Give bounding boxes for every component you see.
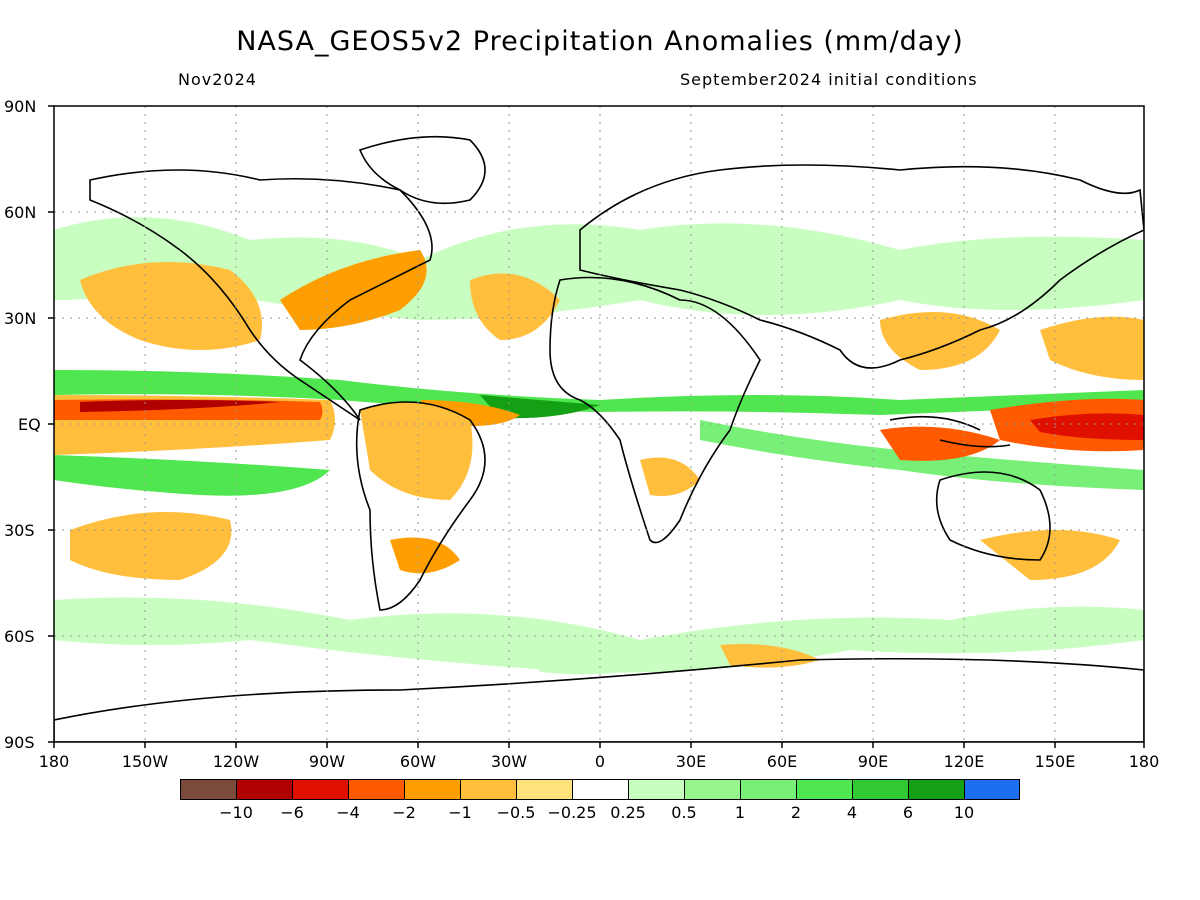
lon-label-120e: 120E (943, 752, 985, 771)
lat-label-60n: 60N (4, 203, 37, 222)
colorbar-label: −6 (280, 803, 304, 822)
lat-label-90n: 90N (4, 97, 37, 116)
lon-label-60e: 60E (766, 752, 798, 771)
grid-lines (54, 106, 1144, 742)
colorbar-swatch-14 (964, 779, 1020, 800)
lat-label-60s: 60S (4, 627, 35, 646)
lat-label-90s: 90S (4, 733, 35, 752)
lon-label-30w: 30W (490, 752, 528, 771)
lon-label-120w: 120W (212, 752, 260, 771)
colorbar-label: 4 (846, 803, 858, 822)
colorbar-swatch-2 (292, 779, 349, 800)
colorbar-swatch-4 (404, 779, 461, 800)
colorbar-label: −4 (336, 803, 360, 822)
lon-label-150w: 150W (121, 752, 169, 771)
colorbar-swatch-6 (516, 779, 573, 800)
colorbar-label: −2 (392, 803, 416, 822)
coastlines (54, 135, 1144, 742)
colorbar-swatch-5 (460, 779, 517, 800)
colorbar-swatch-8 (628, 779, 685, 800)
colorbar-swatch-0 (180, 779, 237, 800)
colorbar-swatch-13 (908, 779, 965, 800)
tick-marks (48, 105, 1145, 748)
colorbar-label: −0.5 (496, 803, 536, 822)
valid-month-label: Nov2024 (178, 70, 257, 89)
lon-label-0: 0 (594, 752, 606, 771)
colorbar-label: 0.25 (610, 803, 646, 822)
colorbar-label: 6 (902, 803, 914, 822)
map-title: NASA_GEOS5v2 Precipitation Anomalies (mm… (236, 26, 964, 57)
init-conditions-label: September2024 initial conditions (680, 70, 978, 89)
colorbar-swatch-7 (572, 779, 629, 800)
colorbar-swatch-9 (684, 779, 741, 800)
colorbar-swatch-12 (852, 779, 909, 800)
colorbar-swatch-10 (740, 779, 797, 800)
lon-label-30e: 30E (675, 752, 707, 771)
lon-label-180e: 180 (1128, 752, 1160, 771)
lat-label-eq: EQ (18, 415, 41, 434)
colorbar-label: 2 (790, 803, 802, 822)
lon-label-90e: 90E (857, 752, 889, 771)
colorbar-label: −1 (448, 803, 472, 822)
lat-label-30s: 30S (4, 521, 35, 540)
colorbar-label: 0.5 (671, 803, 697, 822)
colorbar-swatch-1 (236, 779, 293, 800)
lon-label-180w: 180 (38, 752, 70, 771)
colorbar-label: 10 (953, 803, 975, 822)
colorbar-label: 1 (734, 803, 746, 822)
colorbar-label: −0.25 (547, 803, 597, 822)
lon-label-150e: 150E (1034, 752, 1076, 771)
lon-label-60w: 60W (399, 752, 437, 771)
colorbar-swatch-3 (348, 779, 405, 800)
lon-label-90w: 90W (308, 752, 346, 771)
lat-label-30n: 30N (4, 309, 37, 328)
colorbar-label: −10 (219, 803, 253, 822)
colorbar-swatch-11 (796, 779, 853, 800)
